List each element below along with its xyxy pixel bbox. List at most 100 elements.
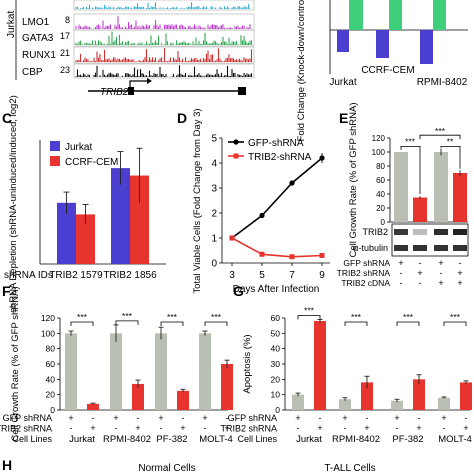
panel-letter-h: H [2, 457, 12, 473]
panel-e-blot-band [453, 245, 467, 251]
panel-g-sig-label: *** [304, 306, 315, 316]
panel-g-row-mark: - [319, 413, 322, 423]
panel-f-bar [132, 383, 144, 410]
panel-e-row-mark: - [419, 258, 422, 268]
panel-e-sig-label: *** [435, 126, 446, 136]
track-signal [75, 65, 253, 77]
panel-e-blot-band [394, 245, 408, 251]
panel-f-category: RPMI-8402 [103, 434, 151, 445]
panel-g-row-label: TRIB2 shRNA [220, 424, 277, 434]
panel-letter-g: G [233, 283, 244, 299]
track-name: RUNX1 [22, 50, 56, 61]
panel-f-row-mark: - [160, 423, 163, 433]
panel-g-bar [361, 382, 373, 410]
panel-d-ytick: 1 [211, 234, 217, 245]
panel-g-bar [391, 400, 403, 410]
panel-c-ylabel: shRNA Depletion (shRNA-uninduced/induced… [8, 95, 19, 313]
panel-letter-d: D [177, 110, 187, 126]
panel-e-ytick: 100 [372, 148, 386, 157]
panel-e-row-mark: - [419, 278, 422, 288]
panel-b-ylabel: Fold Change (Knock-down/control) [296, 0, 307, 141]
panel-f-sig-bracket [115, 320, 139, 325]
panel-f-row-mark: + [135, 423, 140, 433]
panel-d-xtick: 3 [229, 270, 235, 281]
panel-d-xlabel: Days After Infection [233, 284, 320, 295]
panel-letter-c: C [2, 110, 12, 126]
panel-g-bar [292, 394, 304, 410]
track-scale: 8 [65, 15, 70, 25]
panel-e-row-label: TRIB2 shRNA [337, 268, 391, 278]
panel-d-ytick: 0 [211, 259, 217, 270]
panel-g-ytick: 10 [271, 390, 281, 400]
panel-e-bar [434, 152, 448, 222]
panel-e-sig-label: *** [405, 137, 416, 147]
panel-f-category: Jurkat [69, 434, 95, 445]
panel-d-point [289, 254, 295, 260]
panel-g-row-mark: + [295, 413, 300, 423]
panel-f-row-mark: - [137, 413, 140, 423]
panel-d-ytick: 5 [211, 134, 217, 145]
panel-g-bar [339, 399, 351, 410]
panel-e-blot-label: TRIB2 [362, 227, 388, 237]
panel-b-bar [389, 0, 402, 30]
panel-h-right-label: T-ALL Cells [324, 463, 375, 474]
panel-g-bar [438, 397, 450, 410]
panel-d-series-line [231, 157, 323, 239]
panel-g-row-mark: + [441, 413, 446, 423]
panel-g-row-mark: + [364, 423, 369, 433]
panel-f-row-mark: + [224, 423, 229, 433]
panel-f-row-mark: + [202, 413, 207, 423]
panel-g-bar [314, 321, 326, 410]
panel-e-sig-label: ** [447, 137, 454, 147]
panel-e-blot-band [434, 229, 448, 235]
panel-g-ytick: 50 [271, 328, 281, 338]
panel-f-row-mark: - [92, 413, 95, 423]
panel-g-category: RPMI-8402 [332, 434, 380, 445]
panel-f-sig-label: *** [77, 312, 88, 322]
panel-f-bar [65, 333, 77, 410]
panel-d-point [229, 235, 235, 241]
panel-g-sig-bracket [297, 315, 321, 320]
panel-d-chart: 0 1 2 3 4 5 3 5 7 9 Days After Infection Total Viab… [192, 108, 330, 295]
panel-f-row-mark: - [115, 423, 118, 433]
panel-g-ytick: 0 [275, 405, 280, 415]
panel-f-bar [177, 390, 189, 410]
panel-f-row-mark: - [204, 423, 207, 433]
panel-e-row-mark: + [417, 268, 422, 278]
panel-g-sig-label: *** [403, 312, 414, 322]
panel-g-row-label: GFP shRNA [228, 413, 277, 423]
panel-f-row-mark: + [90, 423, 95, 433]
panel-e-row-label: GFP shRNA [343, 258, 390, 268]
panel-b-category: Jurkat [329, 77, 356, 88]
panel-g-row-mark: + [317, 423, 322, 433]
tss-arrowhead-icon [147, 78, 152, 84]
panel-f-ytick: 80 [46, 344, 56, 354]
panel-c-legend-swatch [50, 141, 60, 151]
panel-f-ytick: 40 [46, 374, 56, 384]
panel-f-bar [110, 333, 122, 410]
track-name: CBP [22, 67, 43, 78]
panel-f-bar [155, 333, 167, 410]
panel-g-bar [413, 379, 425, 410]
track-signal [75, 31, 253, 45]
panel-f-sig-bracket [70, 321, 94, 326]
panel-f-chart: 0 20 40 60 80 100 120 Cell Growth Rate (% of GF… [0, 286, 233, 445]
panel-b-bar [376, 30, 389, 58]
panel-f-ylabel: Cell Growth Rate (% of GFP shRNA) [10, 286, 21, 441]
panel-e-ylabel: Cell Growth Rate (% of GFP shRNA) [348, 102, 359, 257]
panel-e-sig-bracket [400, 146, 421, 194]
panel-f-bar [87, 403, 99, 410]
panel-e-ytick: 60 [376, 176, 385, 185]
panel-b-bar [433, 0, 446, 30]
panel-d-ytick: 3 [211, 184, 217, 195]
panel-f-category: MOLT-4 [199, 434, 233, 445]
panel-g-row-mark: + [394, 413, 399, 423]
panel-f-row-mark: - [226, 413, 229, 423]
panel-g-sig-label: *** [351, 312, 362, 322]
panel-e-blot-band [394, 229, 408, 235]
track-signal [75, 16, 253, 29]
panel-b-category: RPMI-8402 [417, 77, 468, 88]
panel-g-row-mark: - [396, 423, 399, 433]
panel-g-row-mark: - [297, 423, 300, 433]
